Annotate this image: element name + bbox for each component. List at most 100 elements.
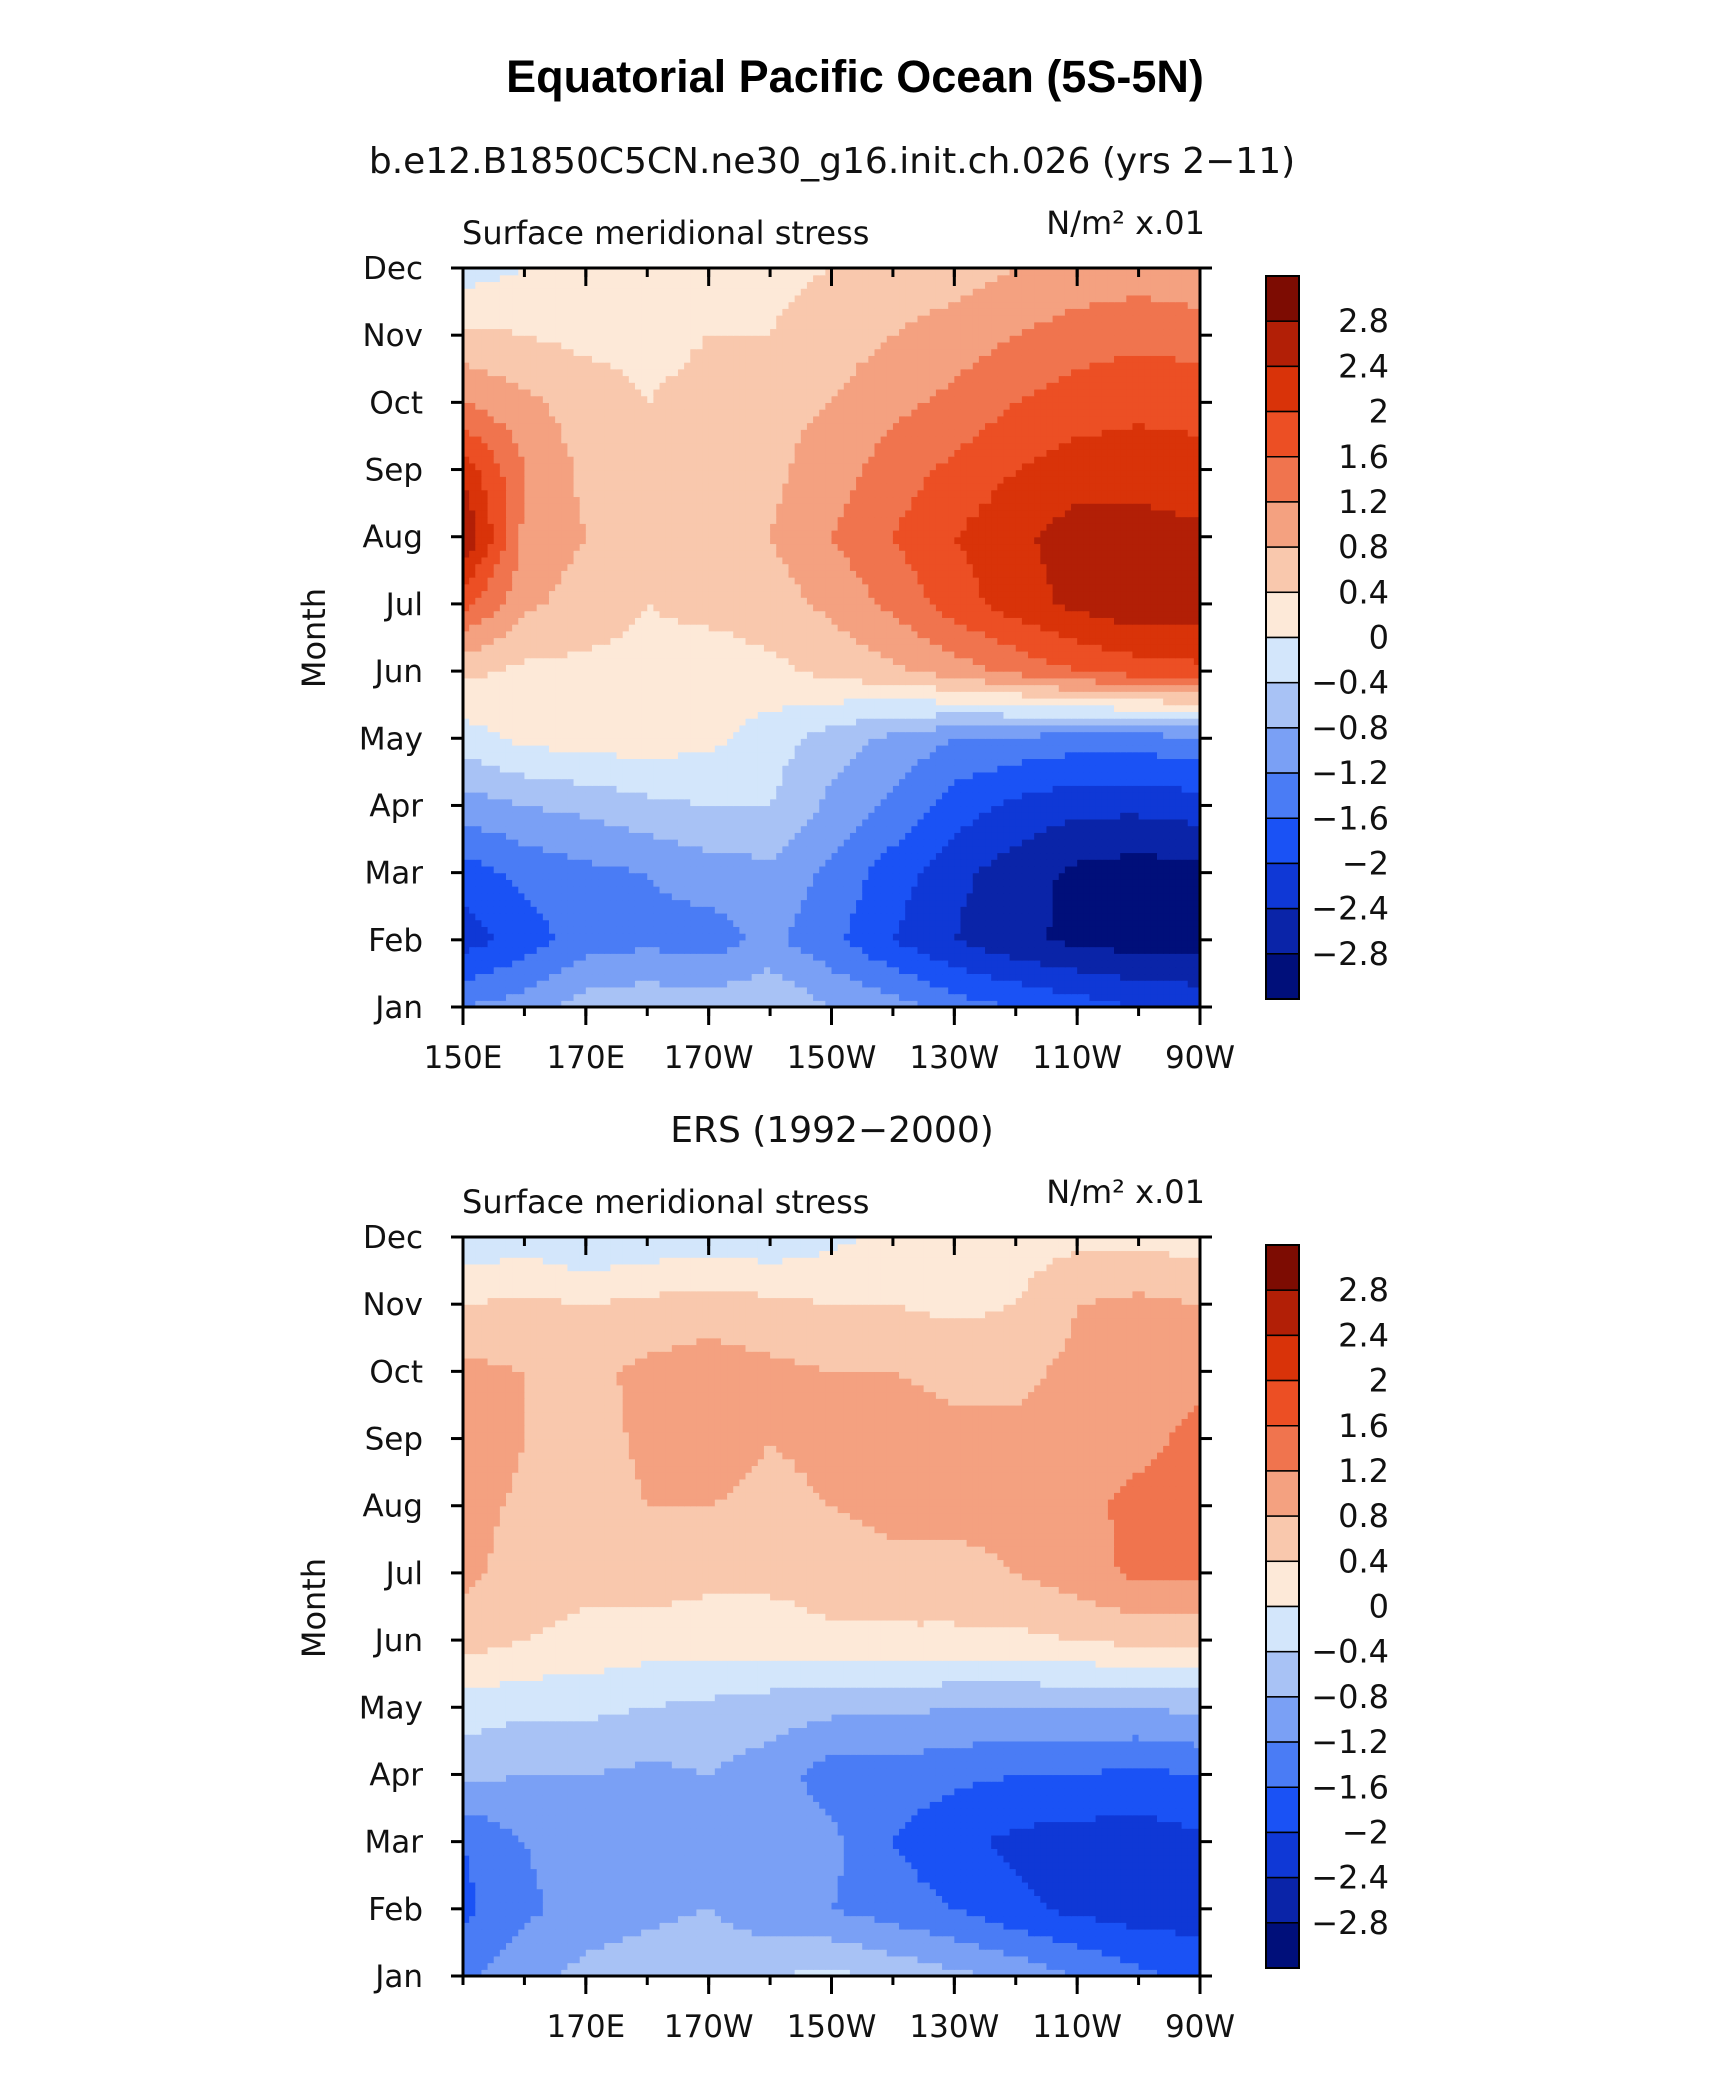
field-cell (677, 798, 685, 807)
field-cell (1150, 785, 1158, 793)
field-cell (684, 845, 691, 854)
field-cell (1101, 899, 1109, 907)
field-cell (935, 993, 943, 1001)
field-cell (929, 939, 937, 948)
field-cell (512, 939, 519, 948)
field-cell (628, 792, 636, 800)
field-cell (819, 879, 826, 887)
field-cell (696, 744, 704, 753)
field-cell (1144, 906, 1152, 914)
field-cell (1071, 946, 1078, 954)
field-cell (935, 859, 943, 867)
field-cell (978, 805, 986, 813)
field-cell (1089, 980, 1097, 988)
field-cell (1132, 765, 1140, 773)
field-cell (868, 852, 876, 860)
field-cell (1193, 919, 1201, 927)
field-cell (542, 906, 550, 914)
field-cell (788, 919, 796, 927)
field-cell (837, 771, 845, 780)
field-cell (555, 872, 562, 880)
field-cell (696, 872, 704, 880)
field-cell (837, 758, 845, 766)
field-cell (1009, 953, 1017, 961)
field-cell (1120, 879, 1127, 887)
field-cell (579, 912, 587, 921)
field-cell (800, 872, 808, 880)
field-cell (782, 1000, 790, 1008)
field-cell (1132, 986, 1140, 995)
field-cell (819, 765, 826, 773)
field-cell (770, 731, 777, 739)
field-cell (935, 771, 943, 780)
field-cell (991, 899, 998, 907)
field-cell (659, 738, 667, 746)
field-cell (518, 845, 526, 854)
field-cell (684, 939, 691, 948)
field-cell (1034, 980, 1041, 988)
field-cell (874, 859, 882, 867)
field-cell (978, 906, 986, 914)
field-cell (868, 899, 876, 907)
field-cell (776, 886, 783, 894)
field-cell (837, 825, 845, 833)
field-cell (487, 886, 495, 894)
field-cell (634, 825, 642, 833)
field-cell (1083, 926, 1091, 934)
field-cell (972, 778, 980, 786)
field-cell (499, 751, 507, 760)
field-cell (1144, 798, 1152, 807)
field-cell (714, 959, 722, 968)
field-cell (487, 771, 495, 780)
field-cell (997, 859, 1005, 867)
field-cell (677, 872, 685, 880)
field-cell (800, 812, 808, 820)
field-cell (616, 939, 624, 948)
field-cell (585, 919, 593, 927)
field-cell (604, 738, 611, 746)
field-cell (610, 798, 618, 807)
field-cell (1157, 892, 1164, 901)
field-cell (985, 939, 992, 948)
field-cell (819, 899, 826, 907)
field-cell (684, 818, 691, 827)
field-cell (505, 939, 513, 948)
field-cell (585, 993, 593, 1001)
field-cell (831, 832, 839, 840)
field-cell (463, 758, 470, 766)
field-cell (573, 872, 581, 880)
field-cell (671, 939, 679, 948)
field-cell (708, 751, 716, 760)
field-cell (800, 778, 808, 786)
field-cell (659, 792, 667, 800)
field-cell (745, 825, 753, 833)
field-cell (899, 744, 906, 753)
field-cell (579, 805, 587, 813)
field-cell (806, 785, 814, 793)
field-cell (1003, 798, 1011, 807)
field-cell (641, 832, 648, 840)
field-cell (585, 832, 593, 840)
field-cell (788, 785, 796, 793)
field-cell (634, 818, 642, 827)
field-cell (1077, 993, 1084, 1001)
field-cell (1064, 778, 1072, 786)
field-cell (892, 892, 900, 901)
field-cell (1187, 771, 1195, 780)
field-cell (641, 792, 648, 800)
field-cell (1040, 825, 1048, 833)
field-cell (966, 798, 974, 807)
field-cell (997, 1000, 1005, 1008)
field-cell (702, 872, 710, 880)
field-cell (751, 879, 759, 887)
field-cell (972, 765, 980, 773)
field-cell (733, 738, 740, 746)
field-cell (1181, 765, 1189, 773)
field-cell (1015, 906, 1023, 914)
field-cell (690, 731, 697, 739)
field-cell (1009, 986, 1017, 995)
field-cell (1132, 906, 1140, 914)
field-cell (868, 1000, 876, 1008)
field-cell (561, 778, 569, 786)
field-cell (598, 899, 605, 907)
